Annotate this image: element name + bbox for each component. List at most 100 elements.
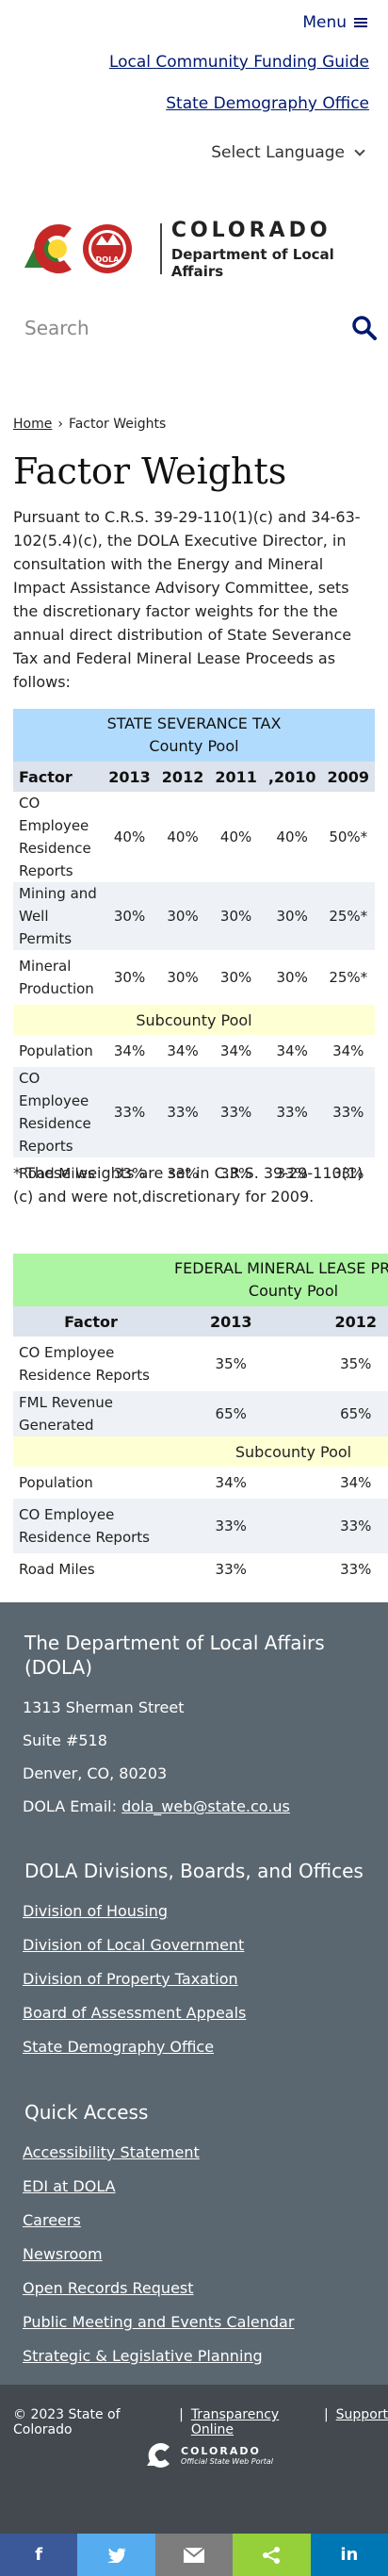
page-title: Factor Weights <box>13 451 287 492</box>
breadcrumb-separator: › <box>57 417 63 432</box>
value-cell: 34% <box>340 1474 372 1491</box>
table-row: CO Employee Residence Reports 35% 35% <box>13 1337 388 1391</box>
footer-link[interactable]: Division of Property Taxation <box>23 1970 238 1988</box>
value-cell: 30% <box>209 882 263 950</box>
factor-cell: Mineral Production <box>19 958 94 997</box>
logo-divider <box>160 223 162 274</box>
factor-cell: Road Miles <box>19 1561 95 1578</box>
facebook-share-button[interactable]: f <box>0 2534 78 2576</box>
value-cell: 30% <box>167 969 199 986</box>
twitter-icon <box>106 2547 126 2563</box>
chevron-down-icon <box>354 145 365 156</box>
column-header: Factor <box>13 762 104 792</box>
share-share-button[interactable] <box>233 2534 311 2576</box>
value-cell: 65% <box>293 1391 388 1436</box>
value-cell: 33% <box>168 1499 294 1553</box>
factor-cell: CO Employee Residence Reports <box>13 1499 169 1553</box>
value-cell: 34% <box>167 1042 199 1059</box>
separator: | <box>323 2407 329 2422</box>
column-header: 2009 <box>321 762 375 792</box>
linkedin-share-button[interactable]: in <box>310 2534 388 2576</box>
value-cell: 33% <box>209 1067 263 1157</box>
linkedin-icon: in <box>340 2545 359 2565</box>
search-bar[interactable]: Search <box>24 309 377 347</box>
value-cell: 25%* <box>329 969 368 986</box>
subcounty-pool-label: Subcounty Pool <box>13 1005 375 1035</box>
utility-header: Menu Local Community Funding Guide State… <box>0 0 388 217</box>
value-cell: 34% <box>113 1042 146 1059</box>
factor-cell: CO Employee Residence Reports <box>19 795 91 879</box>
value-cell: 33% <box>332 1165 364 1182</box>
value-cell: 33% <box>340 1561 372 1578</box>
colorado-c-logo-icon: DOLA <box>24 224 132 273</box>
logo-text: COLORADO Department of Local Affairs <box>171 219 371 280</box>
menu-button[interactable]: Menu <box>302 13 367 32</box>
footer-link[interactable]: EDI at DOLA <box>23 2177 116 2195</box>
share-icon <box>263 2546 281 2564</box>
table-row: Road Miles 33% 33% 33% 33% 33% <box>13 1157 375 1190</box>
value-cell: 65% <box>168 1391 294 1436</box>
column-header: 2012 <box>293 1306 388 1337</box>
footer-link[interactable]: Accessibility Statement <box>23 2143 200 2161</box>
value-cell: 35% <box>215 1355 247 1372</box>
footer-bottom-links: © 2023 State of Colorado | Transparency … <box>13 2407 388 2437</box>
table-row: CO Employee Residence Reports 33% 33% <box>13 1499 388 1553</box>
footer-divisions-title: DOLA Divisions, Boards, and Offices <box>24 1860 364 1882</box>
util-link-demography[interactable]: State Demography Office <box>166 94 369 113</box>
column-header: Factor <box>13 1306 169 1337</box>
state-portal-seal[interactable]: COLORADO Official State Web Portal <box>143 2441 273 2469</box>
colorado-seal-icon <box>147 2443 170 2468</box>
factor-cell: CO Employee Residence Reports <box>19 1344 150 1384</box>
column-header: 2011 <box>209 762 263 792</box>
table-column-headers: Factor 2013 2012 <box>13 1306 388 1337</box>
search-icon[interactable] <box>352 316 377 340</box>
util-link-funding-guide[interactable]: Local Community Funding Guide <box>108 53 369 72</box>
value-cell: 30% <box>103 882 156 950</box>
value-cell: 30% <box>155 882 210 950</box>
footer-email-row: DOLA Email: dola_web@state.co.us <box>23 1790 388 1823</box>
facebook-icon: f <box>35 2545 43 2565</box>
footer-link[interactable]: Open Records Request <box>23 2279 194 2297</box>
share-bar: f in <box>0 2534 388 2576</box>
transparency-link[interactable]: Transparency Online <box>190 2407 280 2437</box>
footer-link[interactable]: Division of Housing <box>23 1902 169 1920</box>
value-cell: 33% <box>215 1561 247 1578</box>
twitter-share-button[interactable] <box>77 2534 155 2576</box>
email-share-button[interactable] <box>154 2534 234 2576</box>
fml-table-title: FEDERAL MINERAL LEASE PROC <box>173 1259 388 1277</box>
factor-cell: FML Revenue Generated <box>13 1391 169 1436</box>
support-link[interactable]: Support <box>335 2407 388 2422</box>
value-cell: 50%* <box>329 829 368 845</box>
factor-cell: Population <box>19 1474 93 1491</box>
search-input[interactable]: Search <box>24 317 89 339</box>
footer-link[interactable]: Strategic & Legislative Planning <box>23 2347 263 2365</box>
footer-link[interactable]: Newsroom <box>23 2245 103 2263</box>
table-row: CO Employee Residence Reports 40% 40% 40… <box>13 792 375 882</box>
severance-table-header: STATE SEVERANCE TAX County Pool <box>13 709 375 762</box>
value-cell: 40% <box>167 829 199 845</box>
value-cell: 25%* <box>321 882 375 950</box>
seal-name: COLORADO <box>181 2445 261 2457</box>
breadcrumb-home[interactable]: Home <box>13 417 53 432</box>
subpool-spacer <box>13 1436 169 1467</box>
footer-link[interactable]: Careers <box>23 2211 81 2229</box>
table-row: Population 34% 34% 34% 34% 34% <box>13 1035 375 1067</box>
footer-link[interactable]: State Demography Office <box>23 2038 215 2056</box>
seal-subtitle: Official State Web Portal <box>181 2457 274 2466</box>
value-cell: 33% <box>293 1499 388 1553</box>
subcounty-pool-label: Subcounty Pool <box>168 1436 388 1467</box>
language-select[interactable]: Select Language <box>211 143 365 162</box>
fml-county-pool-label: County Pool <box>248 1282 339 1300</box>
table-column-headers: Factor 2013 2012 2011 ,2010 2009 <box>13 762 375 792</box>
table-row: FML Revenue Generated 65% 65% <box>13 1391 388 1436</box>
value-cell: 40% <box>219 829 252 845</box>
menu-label: Menu <box>302 13 347 32</box>
footer-link[interactable]: Board of Assessment Appeals <box>23 2004 247 2022</box>
footer-link[interactable]: Public Meeting and Events Calendar <box>23 2313 295 2331</box>
value-cell: 34% <box>215 1474 247 1491</box>
factor-cell: CO Employee Residence Reports <box>13 1067 104 1157</box>
footer-link[interactable]: Division of Local Government <box>23 1936 245 1954</box>
dola-logo[interactable]: DOLA COLORADO Department of Local Affair… <box>23 219 371 280</box>
footer-email-link[interactable]: dola_web@state.co.us <box>121 1797 290 1815</box>
column-header: 2013 <box>168 1306 294 1337</box>
